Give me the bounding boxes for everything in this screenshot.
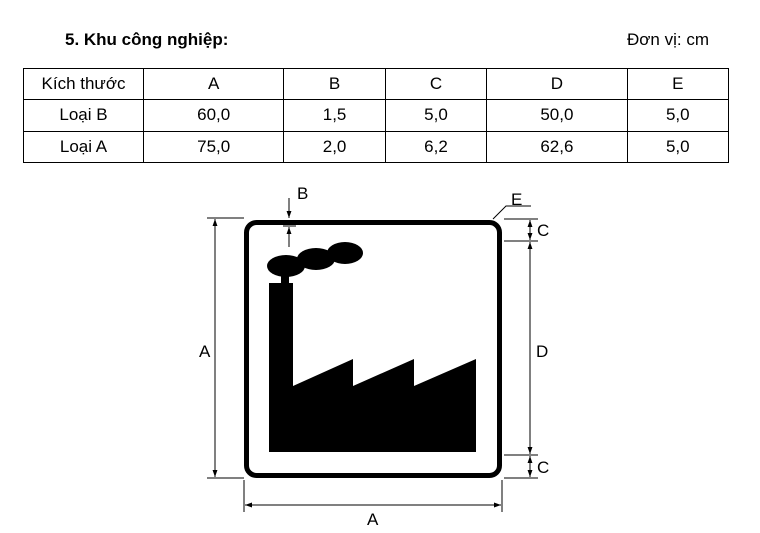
dimension-label-b: B: [297, 184, 308, 203]
header-cell: E: [626, 67, 730, 101]
dimension-label-a-bottom: A: [367, 510, 379, 529]
table-cell: 2,0: [283, 130, 386, 164]
header-cell: Kích thước: [23, 67, 144, 101]
header-cell: C: [384, 67, 488, 101]
table-header-row: Kích thước A B C D E: [23, 67, 730, 101]
table-cell: 5,0: [626, 99, 730, 132]
dimension-label-d: D: [536, 342, 548, 361]
table-row: Loại A 75,0 2,0 6,2 62,6 5,0: [23, 130, 730, 164]
table-cell: 75,0: [142, 130, 285, 164]
table-cell: 60,0: [142, 99, 285, 132]
dimension-label-e: E: [511, 190, 522, 209]
section-title: 5. Khu công nghiệp:: [65, 30, 229, 49]
dimensions-table: Kích thước A B C D E Loại B 60,0 1,5 5,0…: [23, 67, 730, 164]
dimension-label-c-bottom: C: [537, 458, 549, 477]
row-label: Loại B: [23, 99, 144, 132]
table-cell: 5,0: [384, 99, 488, 132]
dimension-lines: [207, 198, 538, 512]
table-cell: 5,0: [626, 130, 730, 164]
table-cell: 62,6: [486, 130, 628, 164]
header-cell: D: [486, 67, 628, 101]
factory-icon: [267, 242, 476, 452]
row-label: Loại A: [23, 130, 144, 164]
unit-label: Đơn vị: cm: [627, 30, 709, 49]
dimension-label-a-left: A: [199, 342, 211, 361]
dimension-label-c-top: C: [537, 221, 549, 240]
table-cell: 6,2: [384, 130, 488, 164]
